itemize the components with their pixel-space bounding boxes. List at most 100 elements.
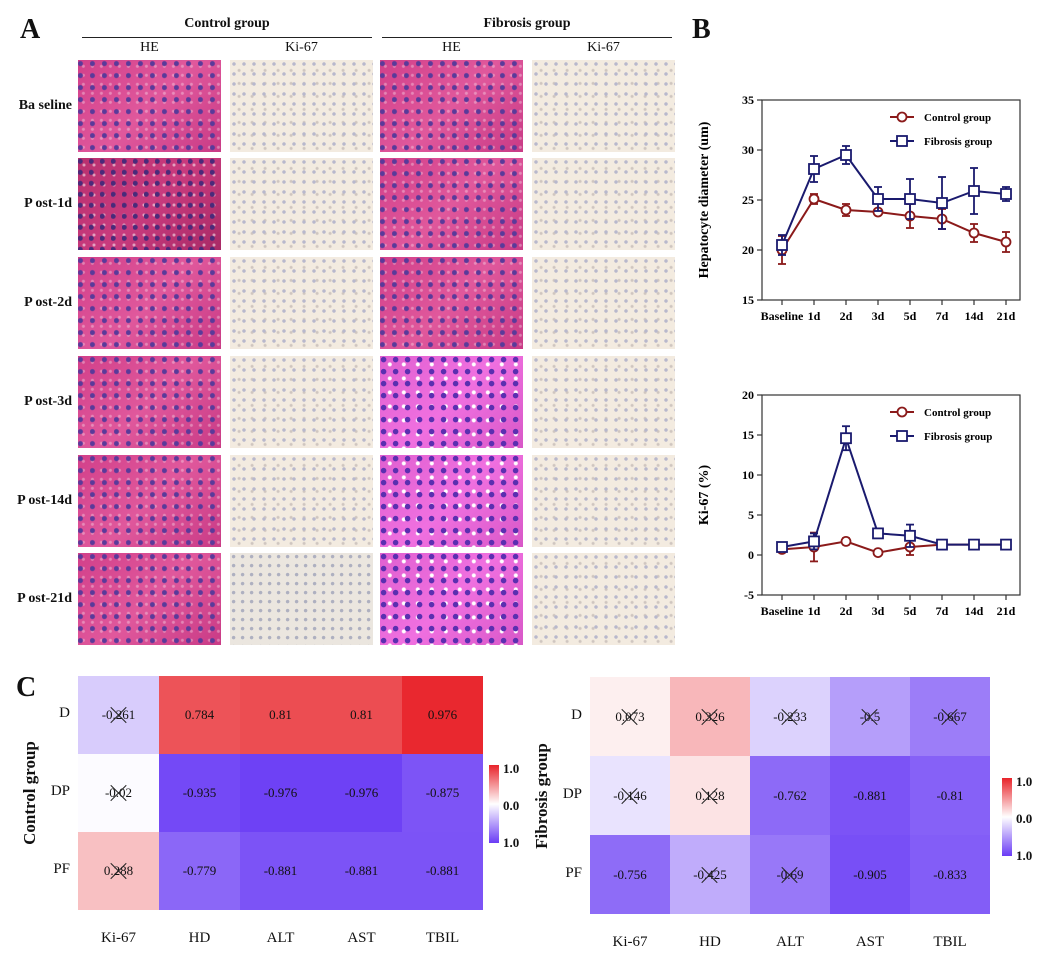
micrograph-control-he [78, 60, 221, 152]
not-significant-cross-icon [701, 866, 719, 884]
cell-value: -0.81 [936, 787, 964, 803]
heatmap-cell: -0.905 [830, 835, 910, 914]
data-point [776, 239, 788, 251]
heatmap-cell: 0.81 [240, 676, 321, 754]
cell-value: -0.905 [853, 866, 887, 882]
heatmap-cell: -0.762 [750, 756, 830, 835]
y-axis-label: Ki-67 (%) [697, 465, 712, 526]
cell-value: -0.881 [425, 863, 460, 878]
data-point [808, 163, 820, 175]
colorbar-tick-label: 0.0 [503, 798, 520, 813]
micrograph-control-ki67 [230, 356, 373, 448]
heatmap-column-label: Ki-67 [612, 934, 648, 950]
data-point [904, 529, 916, 542]
heatmap-cell: -0.881 [321, 832, 402, 910]
not-significant-cross-icon [781, 866, 799, 884]
column-title-control-he: HE [140, 40, 159, 55]
cell-value: 0.784 [184, 707, 215, 722]
column-title-fibrosis-ki67: Ki-67 [587, 40, 620, 55]
cell-value: -0.881 [853, 787, 887, 803]
colorbar [1002, 778, 1012, 856]
y-tick-label: 35 [742, 93, 754, 107]
data-point [904, 193, 916, 205]
data-point [968, 185, 980, 197]
cell-value: -0.881 [344, 863, 379, 878]
heatmap-cell: 0.326 [670, 677, 750, 756]
heatmap-cell: -0.69 [750, 835, 830, 914]
heatmap-cell: -0.875 [402, 754, 483, 832]
cell-value: -0.762 [773, 787, 807, 803]
heatmap-cell: -0.976 [240, 754, 321, 832]
cell-value: -0.881 [263, 863, 298, 878]
cell-value: 0.81 [350, 707, 373, 722]
heatmap-cell: -0.81 [910, 756, 990, 835]
micrograph-fibrosis-ki67 [532, 60, 675, 152]
not-significant-cross-icon [701, 708, 719, 726]
heatmap-column-label: AST [347, 930, 376, 946]
not-significant-cross-icon [110, 862, 128, 880]
heatmap-cell: -0.233 [750, 677, 830, 756]
micrograph-control-ki67 [230, 257, 373, 349]
micrograph-fibrosis-ki67 [532, 158, 675, 250]
heatmap-cell: -0.881 [402, 832, 483, 910]
data-point [968, 227, 980, 239]
heatmap-column-label: AST [855, 934, 885, 950]
x-tick-label: 5d [904, 309, 917, 323]
not-significant-cross-icon [621, 708, 639, 726]
x-tick-label: 2d [840, 309, 853, 323]
data-point [872, 193, 884, 205]
micrograph-control-ki67 [230, 60, 373, 152]
micrograph-control-ki67 [230, 158, 373, 250]
micrograph-control-he [78, 158, 221, 250]
micrograph-fibrosis-ki67 [532, 356, 675, 448]
control-correlation-heatmap: -0.261 0.784 0.81 0.81 0.976 D -0.02 -0.935 -0.9… [0, 670, 530, 953]
heatmap-cell: 0.073 [590, 677, 670, 756]
legend-marker [896, 111, 908, 123]
legend-marker [896, 430, 908, 442]
micrograph-fibrosis-he [380, 60, 523, 152]
x-tick-label: 1d [808, 309, 821, 323]
data-point [840, 432, 852, 445]
cell-value: -0.935 [182, 785, 217, 800]
cell-value: -0.976 [344, 785, 379, 800]
legend-label: Control group [924, 112, 991, 124]
cell-value: -0.833 [933, 866, 967, 882]
heatmap-cell: -0.779 [159, 832, 240, 910]
heatmap-y-axis-label: Control group [20, 741, 39, 845]
column-title-fibrosis-he: HE [442, 40, 461, 55]
heatmap-cell: -0.261 [78, 676, 159, 754]
legend-marker [896, 406, 908, 418]
y-tick-label: 20 [742, 388, 754, 402]
micrograph-control-ki67 [230, 455, 373, 547]
micrograph-fibrosis-ki67 [532, 455, 675, 547]
heatmap-column-label: HD [699, 934, 721, 950]
data-point [1000, 538, 1012, 551]
micrograph-control-he [78, 257, 221, 349]
colorbar-tick-label: 0.0 [1016, 811, 1033, 826]
legend-marker [896, 135, 908, 147]
data-point [1000, 188, 1012, 200]
heatmap-row-label: PF [53, 861, 70, 877]
heatmap-cell: 0.128 [670, 756, 750, 835]
heatmap-cell: -0.881 [830, 756, 910, 835]
heatmap-cell: 0.81 [321, 676, 402, 754]
data-point [808, 535, 820, 548]
series-line [781, 434, 1006, 548]
row-label: P ost-2d [24, 295, 72, 310]
micrograph-control-he [78, 455, 221, 547]
heatmap-cell: -0.935 [159, 754, 240, 832]
micrograph-fibrosis-ki67 [532, 553, 675, 645]
cell-value: 0.976 [427, 707, 458, 722]
heatmap-cell: -0.5 [830, 677, 910, 756]
cell-value: -0.875 [425, 785, 460, 800]
micrograph-control-he [78, 553, 221, 645]
heatmap-cell: -0.833 [910, 835, 990, 914]
x-tick-label: 5d [904, 604, 917, 618]
cell-value: -0.756 [613, 866, 647, 882]
data-point [840, 204, 852, 216]
heatmap-cell: 0.784 [159, 676, 240, 754]
data-point [936, 197, 948, 209]
not-significant-cross-icon [781, 708, 799, 726]
colorbar-tick-label: 1.0 [503, 761, 520, 776]
heatmap-row-label: D [571, 706, 582, 723]
